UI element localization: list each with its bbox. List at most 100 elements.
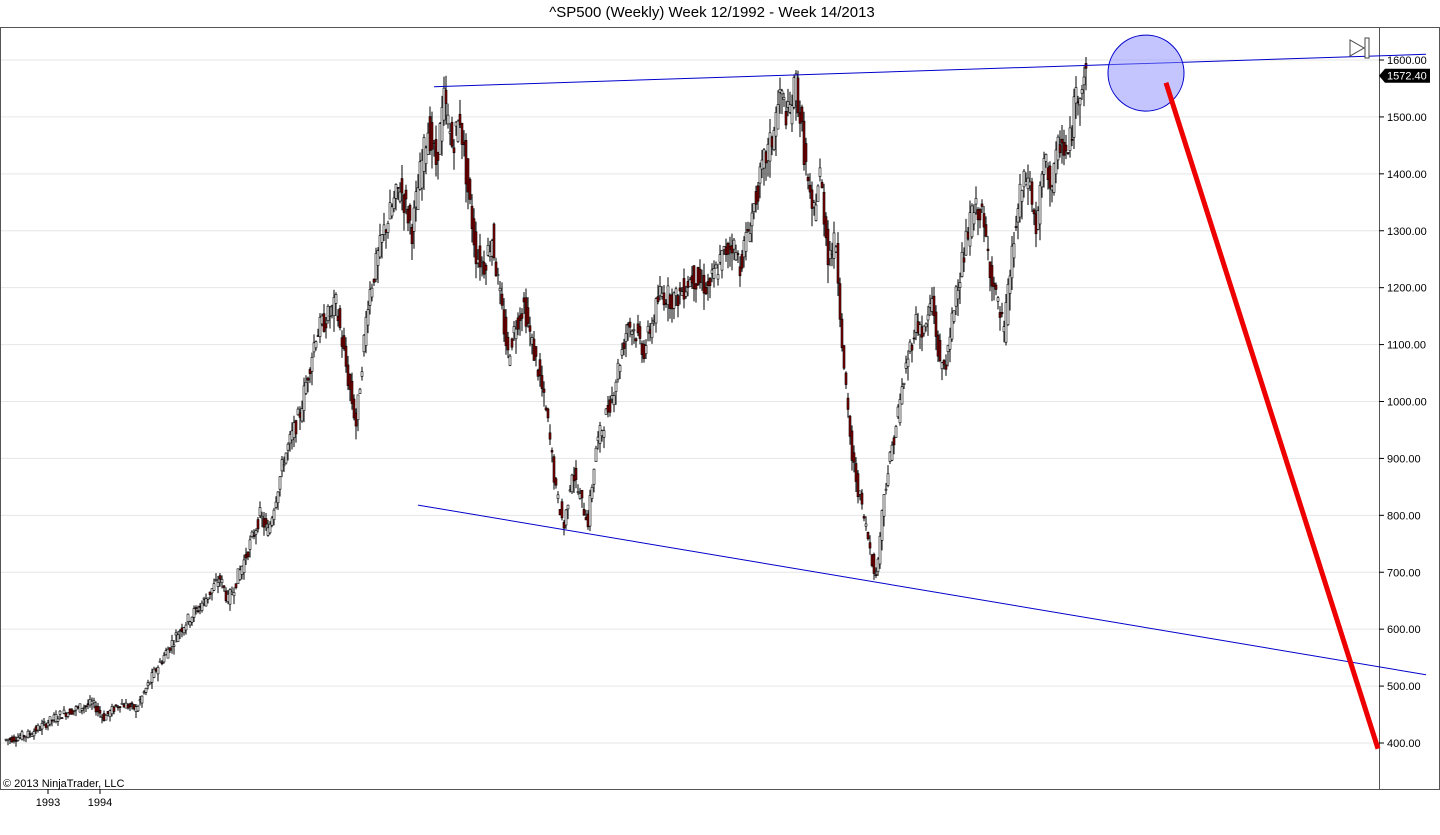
- candle: [386, 220, 390, 239]
- candle: [162, 652, 166, 664]
- candle: [736, 250, 740, 263]
- candle: [170, 634, 174, 654]
- candle: [274, 496, 278, 510]
- candle: [324, 316, 328, 339]
- candle: [756, 181, 760, 210]
- candle: [716, 263, 720, 286]
- candle: [300, 400, 304, 423]
- candle: [492, 222, 496, 261]
- candle: [508, 354, 512, 367]
- candle: [628, 317, 632, 338]
- candle: [550, 447, 554, 463]
- candle: [216, 576, 220, 594]
- candle: [570, 473, 574, 494]
- candle: [430, 111, 434, 169]
- candle: [256, 517, 260, 533]
- candle: [356, 394, 360, 432]
- y-tick-label: 1200.00: [1387, 283, 1427, 295]
- candle: [222, 585, 226, 592]
- candle: [528, 316, 532, 347]
- candle: [158, 658, 162, 663]
- candle: [752, 203, 756, 220]
- candle: [1020, 189, 1024, 220]
- candle: [372, 278, 376, 286]
- candle: [858, 490, 862, 501]
- lower-trendline[interactable]: [417, 504, 1427, 676]
- candle: [208, 591, 212, 600]
- candle: [200, 600, 204, 613]
- upper-trendline[interactable]: [433, 53, 1427, 88]
- x-tick-label: 1993: [36, 797, 60, 809]
- candle: [236, 568, 240, 584]
- candle: [194, 605, 198, 615]
- candle: [676, 294, 680, 318]
- candle: [912, 329, 916, 344]
- scroll-end-icon[interactable]: [1349, 37, 1370, 59]
- candle: [32, 728, 36, 740]
- candle: [714, 261, 718, 269]
- candle: [576, 484, 580, 495]
- candle: [1078, 97, 1082, 126]
- candle: [618, 364, 622, 380]
- candle: [500, 282, 504, 310]
- candle: [942, 359, 946, 370]
- candle: [510, 337, 514, 351]
- candle: [1066, 152, 1070, 156]
- candle: [862, 513, 866, 522]
- candle: [480, 256, 484, 277]
- candle: [254, 528, 258, 545]
- candle: [622, 338, 626, 356]
- candle: [1070, 125, 1074, 147]
- candle: [552, 454, 556, 490]
- candle: [260, 511, 264, 528]
- candle: [1080, 84, 1084, 100]
- candle: [1054, 141, 1058, 184]
- candle: [516, 312, 520, 336]
- chart-title: ^SP500 (Weekly) Week 12/1992 - Week 14/2…: [549, 4, 875, 21]
- x-axis: 1993 1994: [36, 789, 112, 809]
- candle: [806, 173, 810, 190]
- candle: [382, 212, 386, 242]
- candle: [514, 320, 518, 354]
- y-tick-label: 900.00: [1387, 453, 1421, 465]
- plot-border: [0, 27, 1380, 790]
- candle: [1010, 236, 1014, 291]
- candle: [542, 381, 546, 407]
- candle: [496, 267, 500, 285]
- candle: [554, 476, 558, 489]
- candle: [264, 512, 268, 531]
- candle: [712, 260, 716, 288]
- candle: [1014, 215, 1018, 231]
- projection-line[interactable]: [1163, 82, 1381, 750]
- candle: [328, 305, 332, 329]
- y-tick-label: 500.00: [1387, 681, 1421, 693]
- candle: [1008, 269, 1012, 311]
- candle: [692, 265, 696, 302]
- candle: [174, 629, 178, 643]
- candle: [720, 249, 724, 279]
- candle: [506, 331, 510, 359]
- candle: [84, 705, 88, 713]
- candle: [746, 221, 750, 233]
- candle: [548, 424, 552, 446]
- highlight-circle[interactable]: [1107, 34, 1185, 112]
- candle: [16, 733, 20, 742]
- candle: [972, 204, 976, 231]
- candle: [128, 702, 132, 711]
- candle: [614, 379, 618, 405]
- candle: [364, 311, 368, 354]
- candle: [42, 718, 46, 726]
- candle: [940, 361, 944, 381]
- candle: [416, 174, 420, 211]
- candle: [574, 460, 578, 489]
- candle: [190, 616, 194, 626]
- candle: [350, 372, 354, 410]
- candle: [114, 704, 118, 708]
- candle: [442, 76, 446, 126]
- candle: [72, 710, 76, 716]
- candle: [478, 233, 482, 281]
- last-price-label: 1572.40: [1387, 71, 1427, 83]
- candle: [140, 695, 144, 708]
- candle: [684, 285, 688, 299]
- candle: [630, 329, 634, 346]
